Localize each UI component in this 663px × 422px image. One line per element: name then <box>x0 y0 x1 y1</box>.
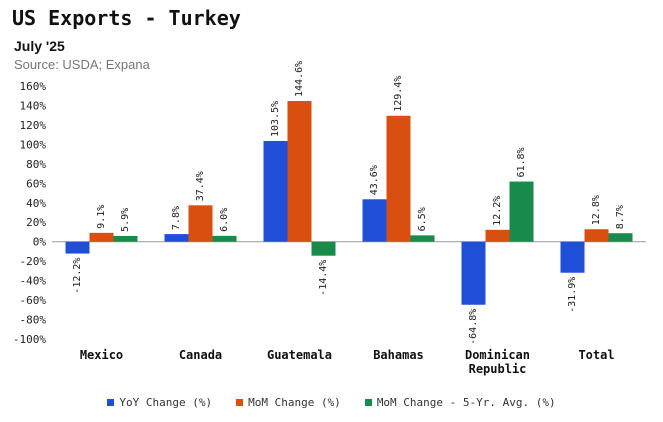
data-label: 129.4% <box>393 76 404 112</box>
chart-subtitle: July '25 <box>14 38 65 54</box>
legend-item-5yr: MoM Change - 5-Yr. Avg. (%) <box>364 396 556 409</box>
category-label: Mexico <box>80 348 123 362</box>
bar-chart: -100% -80% -60% -40% -20% 0% 20% 40% 60% 80% 100% 1… <box>13 61 646 376</box>
y-tick-label: 60% <box>26 177 46 190</box>
y-tick-label: 20% <box>26 216 46 229</box>
y-tick-label: -40% <box>20 275 47 288</box>
y-tick-label: -100% <box>13 333 46 346</box>
legend-item-yoy: YoY Change (%) <box>107 396 212 409</box>
category-label: Bahamas <box>373 348 424 362</box>
bar <box>212 235 237 242</box>
y-tick-label: 80% <box>26 158 46 171</box>
bar <box>311 241 336 256</box>
legend-swatch-5yr <box>364 399 372 406</box>
data-label: 103.5% <box>270 101 281 137</box>
data-label: -12.2% <box>72 258 83 294</box>
chart-source: Source: USDA; Expana <box>14 57 150 72</box>
bar <box>263 140 288 242</box>
category-label: Total <box>578 348 614 362</box>
category-label: Dominican <box>465 348 530 362</box>
data-label: 7.8% <box>171 206 182 230</box>
y-tick-label: 160% <box>20 80 47 93</box>
data-label: 6.5% <box>417 207 428 231</box>
data-label: 12.2% <box>492 196 503 226</box>
data-label: 43.6% <box>369 165 380 195</box>
data-label: -14.4% <box>318 260 329 296</box>
y-tick-label: 40% <box>26 197 46 210</box>
bar <box>65 241 90 254</box>
data-label: 6.0% <box>219 208 230 232</box>
bar <box>461 241 486 305</box>
data-label: 9.1% <box>96 205 107 229</box>
y-tick-label: 100% <box>20 138 47 151</box>
bar <box>89 232 114 242</box>
y-tick-label: 0% <box>33 236 47 249</box>
legend-item-mom: MoM Change (%) <box>236 396 341 409</box>
bar <box>509 181 534 242</box>
bar <box>584 229 609 242</box>
bar <box>113 235 138 242</box>
bar <box>410 235 435 242</box>
data-label: -31.9% <box>567 277 578 313</box>
legend-label-yoy: YoY Change (%) <box>119 396 213 409</box>
data-label: -64.8% <box>468 309 479 345</box>
bar <box>287 100 312 242</box>
bar <box>164 234 189 242</box>
legend-label-5yr: MoM Change - 5-Yr. Avg. (%) <box>376 396 556 409</box>
category-label: Guatemala <box>267 348 332 362</box>
bar <box>386 115 411 242</box>
category-label: Canada <box>179 348 222 362</box>
y-tick-label: -20% <box>20 255 47 268</box>
bar <box>188 205 213 242</box>
data-label: 8.7% <box>615 205 626 229</box>
data-label: 37.4% <box>195 171 206 201</box>
legend-swatch-yoy <box>107 399 115 406</box>
bar <box>608 233 633 242</box>
legend: YoY Change (%) MoM Change (%) MoM Change… <box>0 396 663 409</box>
bar <box>560 241 585 273</box>
data-label: 61.8% <box>516 147 527 177</box>
legend-swatch-mom <box>236 399 244 406</box>
y-tick-label: 120% <box>20 119 47 132</box>
y-tick-label: 140% <box>20 99 47 112</box>
data-label: 144.6% <box>294 61 305 97</box>
legend-label-mom: MoM Change (%) <box>248 396 341 409</box>
y-tick-label: -60% <box>20 294 47 307</box>
data-label: 5.9% <box>120 208 131 232</box>
chart-title: US Exports - Turkey <box>12 6 241 30</box>
bar <box>485 229 510 242</box>
y-tick-label: -80% <box>20 314 47 327</box>
category-label: Republic <box>469 362 527 376</box>
bar <box>362 199 387 242</box>
data-label: 12.8% <box>591 195 602 225</box>
